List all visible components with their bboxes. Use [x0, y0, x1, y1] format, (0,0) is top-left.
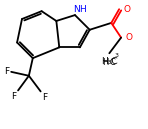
Text: C: C — [109, 58, 115, 67]
Text: O: O — [123, 5, 130, 14]
Text: O: O — [125, 33, 132, 42]
Text: N: N — [74, 5, 80, 14]
Text: H: H — [102, 58, 108, 67]
Text: F: F — [43, 93, 48, 102]
Text: H: H — [79, 5, 86, 14]
Text: 3: 3 — [114, 53, 118, 58]
Text: F: F — [4, 67, 9, 76]
Text: F: F — [11, 92, 16, 101]
Text: H₃C: H₃C — [101, 57, 118, 66]
